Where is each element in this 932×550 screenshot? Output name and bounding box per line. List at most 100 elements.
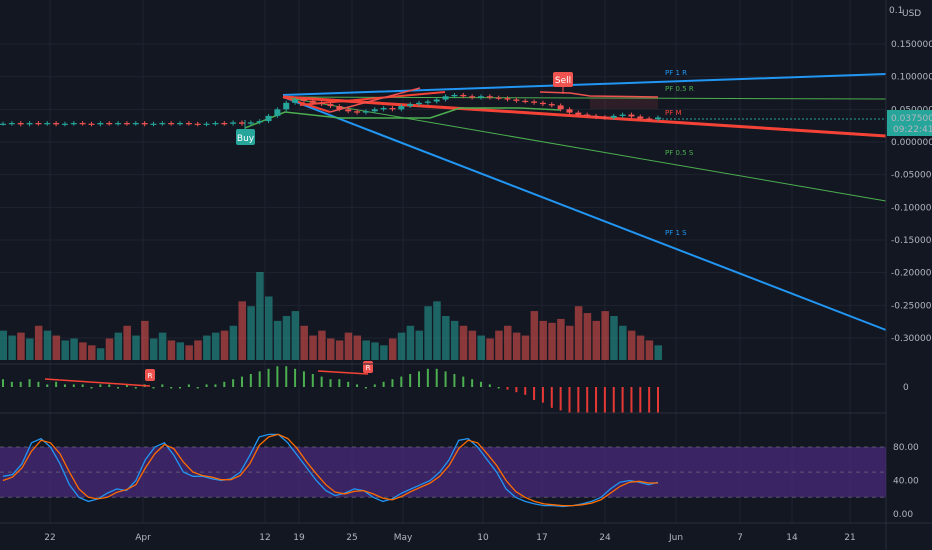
volume-bar [291,311,300,360]
momentum-bar [400,376,403,387]
candle-body [8,123,15,125]
candle-body [177,123,184,125]
pf-m-line[interactable] [282,95,887,138]
candle-body [371,109,378,112]
candle-body [531,101,538,103]
momentum-bar [223,381,226,387]
pf-1-s-line[interactable] [282,96,887,331]
stoch-tick-label: 40.00 [893,477,919,487]
volume-bar [601,311,609,360]
candle-body [433,99,440,102]
volume-bar [610,316,618,360]
momentum-bar [214,384,217,387]
candle-body [495,97,502,99]
momentum-bar [72,384,75,387]
candle-body [247,122,254,124]
volume-bar [17,332,25,360]
momentum-bar [453,374,456,387]
volume-bar [486,338,494,360]
volume-bar [132,335,140,360]
sell-signal-label: Sell [555,76,571,86]
candle-body [398,106,405,110]
volume-bar [495,330,503,360]
momentum-bar [276,366,279,387]
candle-body [601,117,608,119]
volume-bar [265,296,273,360]
candles [0,93,661,127]
volume-bar [238,301,246,360]
volume-bar [636,335,645,360]
momentum-bar [311,374,314,387]
volume-bar [565,325,574,360]
pf-05-s-line[interactable] [282,96,887,202]
candle-body [97,123,104,125]
candle-body [548,104,555,106]
momentum-bar [444,371,447,387]
momentum-bar [2,379,4,387]
momentum-bar [258,371,261,387]
volume-bar [61,340,69,360]
time-tick-label: 17 [536,533,547,543]
candle-body [300,99,307,101]
pf-red-upper [539,91,659,98]
volume-bar [211,332,220,360]
momentum-bar [409,374,412,387]
candle-body [185,123,192,125]
price-tick-label: -0.050000 [891,171,932,181]
candle-body [504,98,511,100]
volume-bar [105,338,114,360]
volume-bar [282,316,291,360]
candle-body [486,96,493,98]
momentum-bar [603,387,606,413]
buy-signal[interactable]: Buy [236,120,255,145]
momentum-bar [621,387,624,413]
candle-body [230,122,237,124]
volume-bar [521,335,530,360]
volume-bar [353,335,362,360]
volume-bar [468,330,477,360]
momentum-bar [612,387,615,413]
volume-bar [415,330,424,360]
volume-bar [645,340,654,360]
momentum-bar [267,368,270,387]
momentum-bar [90,387,93,389]
candle-body [123,123,130,125]
momentum-bar [347,381,350,387]
volume-bar [371,342,379,360]
volume-bar [442,316,450,360]
volume-bar [335,340,344,360]
sell-signal[interactable]: Sell [553,72,573,94]
candle-body [168,123,175,125]
pitchfork[interactable] [244,73,887,331]
stochastic-pane [0,433,886,508]
candle-body [336,106,343,110]
candle-body [637,116,644,119]
divergence-label-2: R [366,364,371,372]
momentum-bar [418,371,421,387]
time-tick-label: May [394,533,413,543]
volume-bar [424,306,432,360]
time-axis[interactable]: 22 Apr 12 19 25 May 10 17 24 Jun 7 14 21 [44,533,855,543]
pf-1-r-line[interactable] [282,73,887,96]
currency-label[interactable]: USD [902,9,921,19]
candle-body [628,114,635,117]
volume-bar [26,338,34,360]
momentum-bar [81,384,84,387]
divergence-line-1 [44,378,151,387]
momentum-bar [285,366,288,387]
volume-bar [176,342,185,360]
volume-bars [0,272,662,360]
candle-body [451,94,458,97]
candle-body [460,94,467,97]
price-tick-label: -0.250000 [891,301,932,311]
volume-bar [574,306,583,360]
volume-bar [149,338,158,360]
pf-green-channel [244,107,561,129]
volume-bar [450,320,459,360]
time-tick-label: Jun [668,533,683,543]
candle-body [539,102,546,105]
volume-bar [43,330,52,360]
pf-m-label: PF M [665,109,682,117]
candle-body [61,123,68,125]
